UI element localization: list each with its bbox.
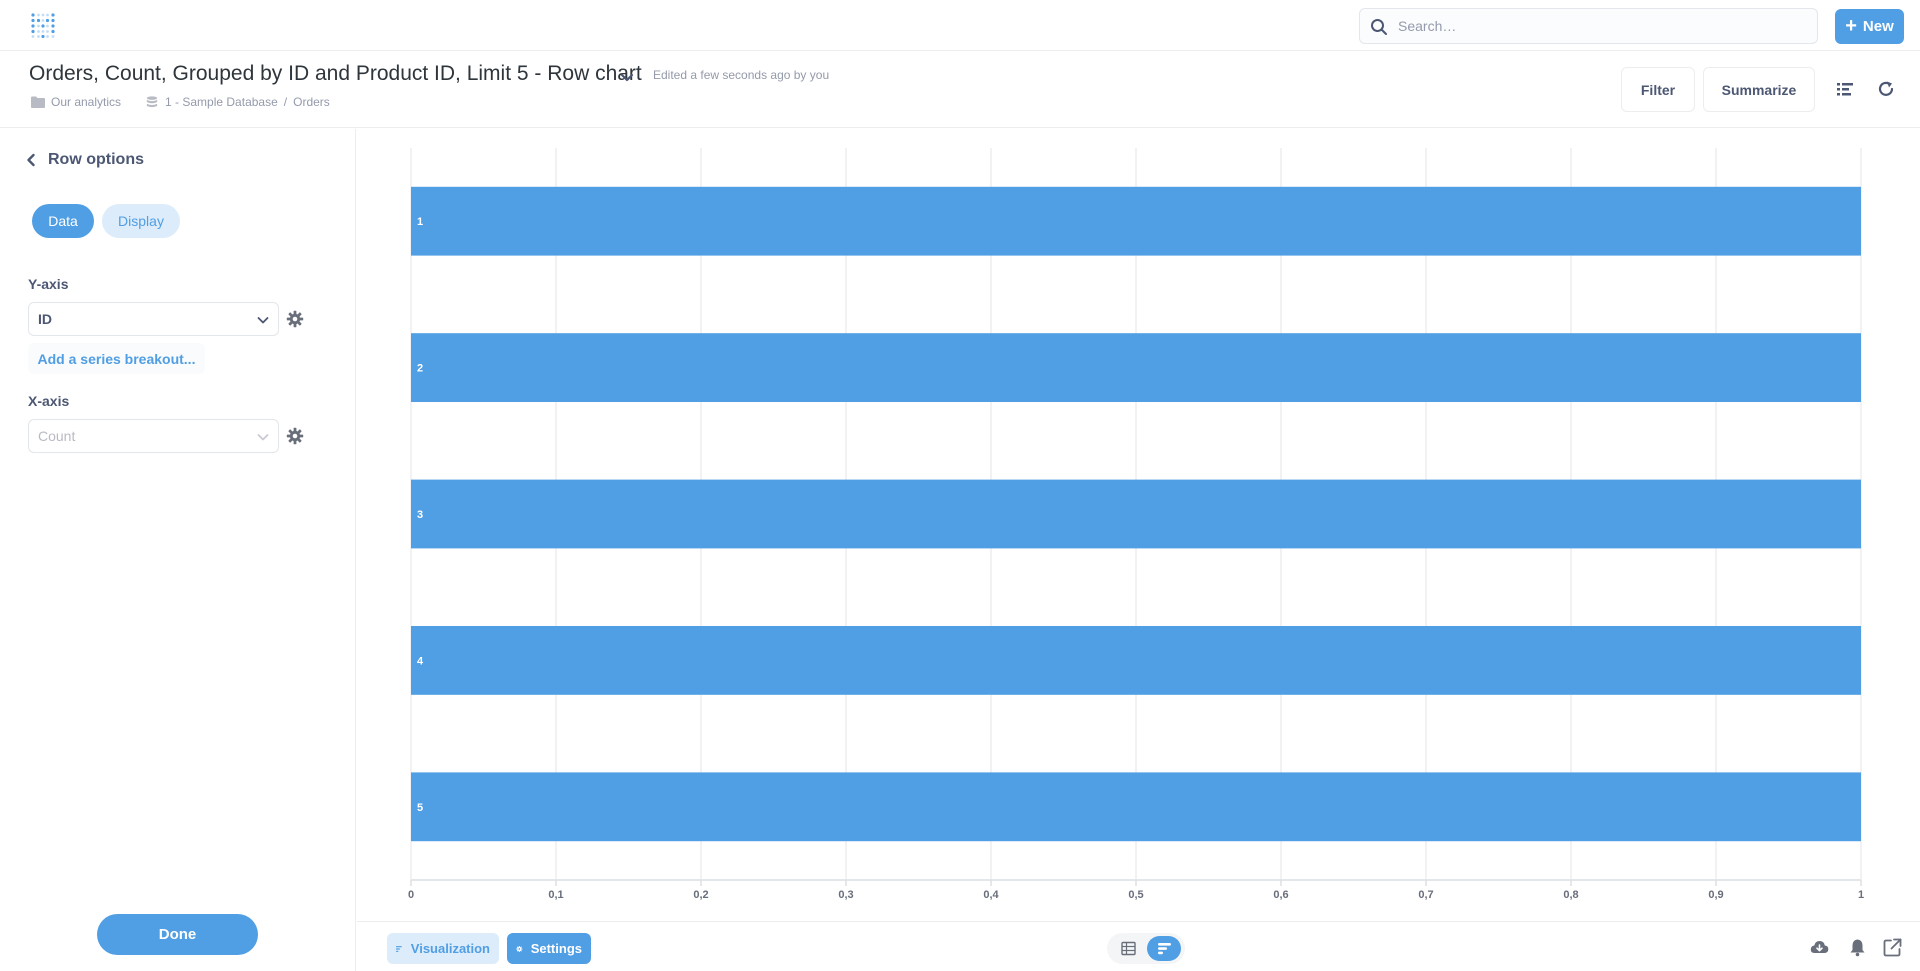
bar[interactable] (411, 772, 1861, 842)
x-tick-label: 0,6 (1273, 889, 1288, 901)
row-chart: 0 0,1 0,2 0,3 0,4 0,5 0,6 0,7 0,8 0,9 1 1 2 3 4 5 (357, 129, 1920, 921)
x-tick-label: 0,5 (1128, 889, 1143, 901)
breadcrumb: Our analytics 1 - Sample Database / Orde… (31, 95, 330, 109)
bar[interactable] (411, 186, 1861, 256)
visualization-label: Visualization (410, 941, 490, 956)
yaxis-gear-icon[interactable] (286, 310, 304, 328)
x-tick-label: 0,3 (838, 889, 853, 901)
plus-icon: + (1845, 14, 1857, 37)
new-button-label: New (1862, 18, 1894, 35)
yaxis-label: Y-axis (28, 276, 69, 292)
gear-icon (516, 945, 523, 952)
bar-category-label: 1 (417, 216, 423, 228)
view-footer: Visualization Settings (357, 921, 1920, 971)
row-options-back[interactable]: Row options (24, 151, 144, 169)
xaxis-label: X-axis (28, 393, 70, 409)
settings-label: Settings (530, 941, 582, 956)
chevron-down-icon (257, 434, 269, 441)
chart-view-toggle[interactable] (1147, 936, 1181, 961)
row-options-label: Row options (48, 151, 144, 168)
bar[interactable] (411, 479, 1861, 549)
x-tick-label: 0,8 (1563, 889, 1578, 901)
new-button[interactable]: + New (1835, 9, 1904, 44)
settings-button[interactable]: Settings (507, 933, 591, 964)
x-tick-label: 0,2 (693, 889, 708, 901)
chevron-down-icon (257, 317, 269, 324)
done-button[interactable]: Done (97, 914, 258, 955)
table-view-toggle[interactable] (1111, 936, 1145, 961)
chart-settings-sidebar: Row options Data Display Y-axis ID Add a… (0, 129, 356, 971)
visualization-button[interactable]: Visualization (387, 933, 499, 964)
add-series-breakout-button[interactable]: Add a series breakout... (28, 343, 205, 374)
filter-button[interactable]: Filter (1621, 67, 1695, 112)
breadcrumb-collection[interactable]: Our analytics (51, 95, 122, 109)
bar-category-label: 2 (417, 363, 423, 375)
row-chart-svg: 0 0,1 0,2 0,3 0,4 0,5 0,6 0,7 0,8 0,9 1 1 2 3 4 5 (408, 148, 1864, 901)
folder-icon (31, 96, 45, 108)
yaxis-value: ID (38, 311, 52, 327)
bell-icon[interactable] (1848, 938, 1867, 957)
bar-category-label: 3 (417, 509, 423, 521)
summarize-button[interactable]: Summarize (1703, 67, 1815, 112)
x-tick-label: 0,9 (1708, 889, 1723, 901)
question-header: Orders, Count, Grouped by ID and Product… (0, 52, 1920, 128)
view-toggle (1107, 933, 1185, 964)
top-navbar: + New (0, 0, 1920, 51)
bar[interactable] (411, 333, 1861, 403)
search-icon (1371, 19, 1387, 35)
x-tick-label: 1 (1858, 889, 1864, 901)
notebook-icon[interactable] (1836, 80, 1854, 98)
search-input[interactable] (1398, 9, 1798, 43)
download-icon[interactable] (1810, 938, 1829, 957)
xaxis-value: Count (38, 428, 76, 444)
x-tick-label: 0,4 (983, 889, 999, 901)
tab-data[interactable]: Data (32, 204, 94, 238)
metabase-logo[interactable] (30, 12, 56, 38)
table-icon (1120, 941, 1136, 956)
bar[interactable] (411, 625, 1861, 695)
x-tick-label: 0,1 (548, 889, 563, 901)
x-tick-label: 0 (408, 889, 414, 901)
database-icon (146, 96, 158, 108)
chevron-down-icon[interactable] (619, 69, 635, 85)
xaxis-select[interactable]: Count (28, 419, 279, 453)
chevron-left-icon (27, 153, 35, 167)
row-chart-icon (396, 945, 402, 952)
row-chart-icon (1157, 943, 1171, 955)
breadcrumb-table[interactable]: Orders (293, 95, 330, 109)
search-bar[interactable] (1359, 8, 1818, 44)
refresh-icon[interactable] (1877, 80, 1895, 98)
bar-category-label: 4 (417, 655, 424, 667)
xaxis-gear-icon[interactable] (286, 427, 304, 445)
question-title[interactable]: Orders, Count, Grouped by ID and Product… (29, 62, 642, 85)
breadcrumb-database[interactable]: 1 - Sample Database (165, 95, 278, 109)
x-tick-label: 0,7 (1418, 889, 1433, 901)
breadcrumb-separator: / (283, 95, 288, 109)
bar-category-label: 5 (417, 802, 423, 814)
last-edited-info[interactable]: Edited a few seconds ago by you (653, 68, 830, 82)
yaxis-select[interactable]: ID (28, 302, 279, 336)
share-icon[interactable] (1883, 938, 1902, 957)
tab-display[interactable]: Display (102, 204, 180, 238)
